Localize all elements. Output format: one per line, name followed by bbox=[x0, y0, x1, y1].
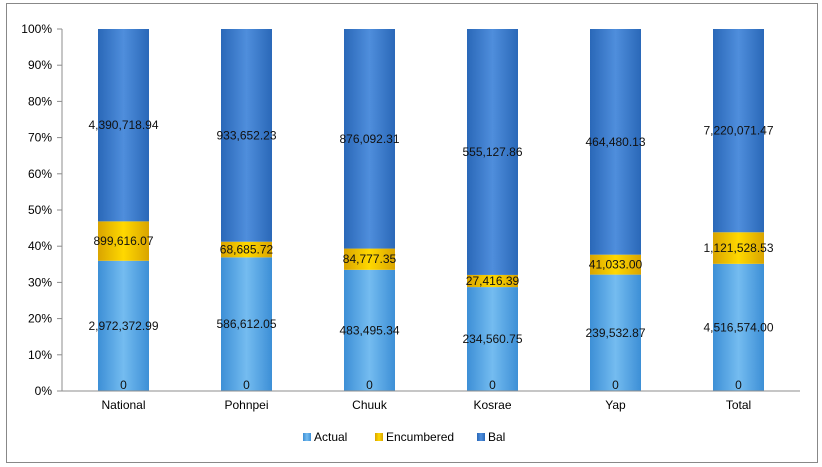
data-label-base: 0 bbox=[243, 378, 250, 392]
x-tick-label: Yap bbox=[605, 398, 626, 412]
bar-segment-bal bbox=[590, 29, 641, 255]
data-label-actual: 234,560.75 bbox=[462, 332, 522, 346]
bar-segment-encumbered bbox=[590, 254, 641, 275]
y-tick-label: 60% bbox=[28, 167, 52, 181]
bar-segment-encumbered bbox=[344, 248, 395, 270]
legend-swatch-encumbered bbox=[375, 433, 383, 441]
data-label-bal: 555,127.86 bbox=[462, 145, 522, 159]
data-label-base: 0 bbox=[735, 378, 742, 392]
data-label-bal: 933,652.23 bbox=[216, 128, 276, 142]
y-axis: 0% 10% 20% 30% 40% 50% 60% 70% 80% 90% 100% bbox=[21, 22, 63, 398]
data-label-encumbered: 84,777.35 bbox=[343, 252, 397, 266]
data-label-bal: 4,390,718.94 bbox=[88, 118, 158, 132]
y-tick-label: 40% bbox=[28, 239, 52, 253]
y-tick-label: 10% bbox=[28, 348, 52, 362]
y-tick-label: 70% bbox=[28, 131, 52, 145]
data-label-base: 0 bbox=[366, 378, 373, 392]
data-label-encumbered: 41,033.00 bbox=[589, 258, 643, 272]
data-label-encumbered: 899,616.07 bbox=[93, 234, 153, 248]
bar-segment-bal bbox=[98, 29, 149, 222]
x-tick-label: Total bbox=[726, 398, 751, 412]
y-tick-label: 90% bbox=[28, 58, 52, 72]
x-axis: National Pohnpei Chuuk Kosrae Yap Total bbox=[62, 390, 800, 412]
x-tick-label: Pohnpei bbox=[224, 398, 268, 412]
y-tick-label: 100% bbox=[21, 22, 52, 36]
bar-segment-encumbered bbox=[98, 221, 149, 261]
data-label-bal: 464,480.13 bbox=[585, 135, 645, 149]
x-tick-label: Chuuk bbox=[352, 398, 388, 412]
bar-segment-actual bbox=[221, 257, 272, 391]
data-labels: 2,972,372.99 899,616.07 4,390,718.94 0 586,6… bbox=[88, 118, 773, 392]
data-label-base: 0 bbox=[120, 378, 127, 392]
data-label-actual: 239,532.87 bbox=[585, 326, 645, 340]
bar-segment-actual bbox=[98, 260, 149, 391]
data-label-encumbered: 27,416.39 bbox=[466, 274, 520, 288]
data-label-encumbered: 1,121,528.53 bbox=[703, 241, 773, 255]
y-tick-label: 0% bbox=[35, 384, 53, 398]
bar-segment-actual bbox=[467, 287, 518, 391]
data-label-bal: 7,220,071.47 bbox=[703, 124, 773, 138]
y-tick-label: 30% bbox=[28, 275, 52, 289]
bar-segment-bal bbox=[221, 29, 272, 242]
legend-label-bal: Bal bbox=[488, 430, 505, 444]
y-tick-label: 20% bbox=[28, 312, 52, 326]
bar-segment-encumbered bbox=[221, 241, 272, 258]
bar-segment-bal bbox=[467, 29, 518, 275]
bar-segment-bal bbox=[344, 29, 395, 249]
x-tick-label: Kosrae bbox=[473, 398, 511, 412]
legend-label-encumbered: Encumbered bbox=[386, 430, 454, 444]
bars bbox=[98, 29, 764, 391]
data-label-base: 0 bbox=[612, 378, 619, 392]
bar-segment-actual bbox=[713, 263, 764, 391]
legend-swatch-actual bbox=[303, 433, 311, 441]
data-label-encumbered: 68,685.72 bbox=[220, 243, 274, 257]
bar-segment-actual bbox=[344, 269, 395, 391]
bar-segment-actual bbox=[590, 274, 641, 391]
legend: Actual Encumbered Bal bbox=[303, 430, 505, 444]
x-tick-label: National bbox=[101, 398, 145, 412]
bar-segment-bal bbox=[713, 29, 764, 233]
data-label-actual: 483,495.34 bbox=[339, 323, 399, 337]
data-label-actual: 4,516,574.00 bbox=[703, 320, 773, 334]
legend-label-actual: Actual bbox=[314, 430, 347, 444]
legend-swatch-bal bbox=[477, 433, 485, 441]
bar-segment-encumbered bbox=[467, 274, 518, 288]
y-tick-label: 50% bbox=[28, 203, 52, 217]
bar-segment-encumbered bbox=[713, 232, 764, 264]
y-tick-label: 80% bbox=[28, 94, 52, 108]
data-label-base: 0 bbox=[489, 378, 496, 392]
data-label-actual: 2,972,372.99 bbox=[88, 319, 158, 333]
data-label-bal: 876,092.31 bbox=[339, 132, 399, 146]
data-label-actual: 586,612.05 bbox=[216, 317, 276, 331]
